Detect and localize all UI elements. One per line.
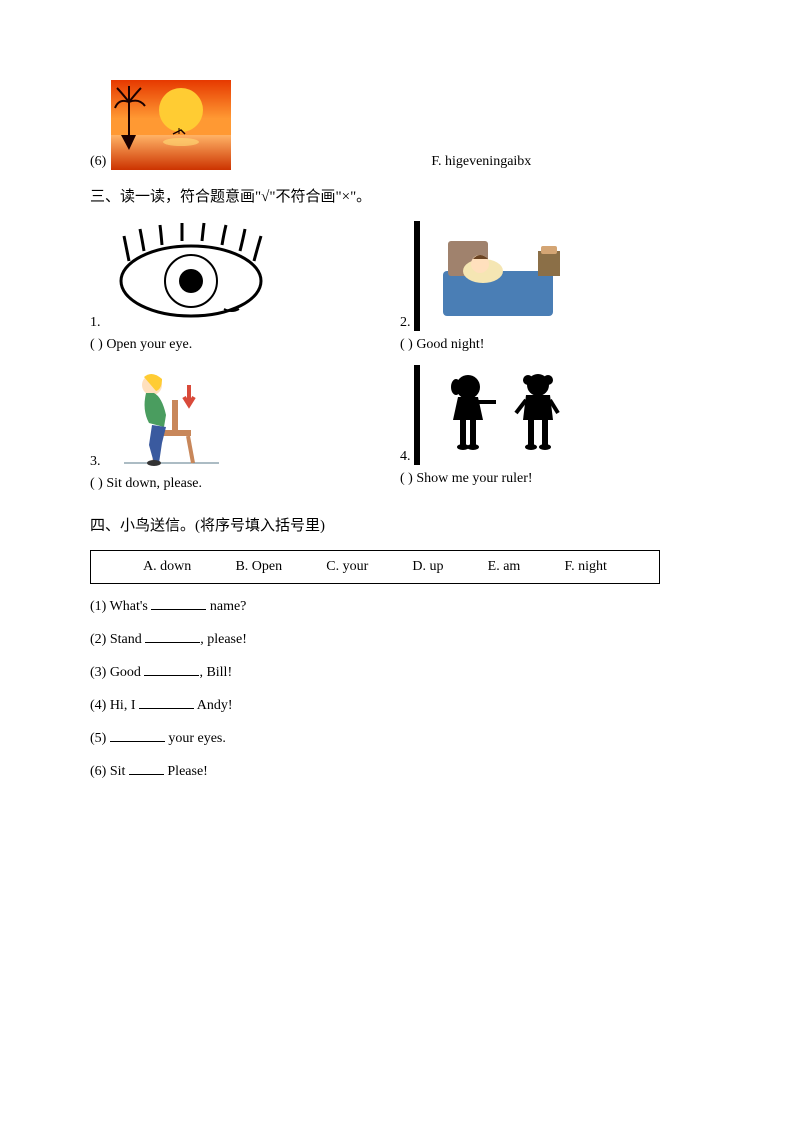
section-3-grid: 1. ( ) Open your eye. (90, 221, 703, 504)
divider-bar-2 (414, 221, 420, 331)
s3-num-4: 4. (400, 449, 411, 465)
q4-line-5: (5) your eyes. (90, 728, 703, 747)
q4-6-a: (6) Sit (90, 764, 129, 779)
sleep-image (428, 221, 568, 331)
q4-4-b: Andy! (194, 698, 233, 713)
q4-3-b: , Bill! (199, 665, 232, 680)
q6-number: (6) (90, 154, 106, 170)
divider-bar-4 (414, 365, 420, 465)
blank-4[interactable] (139, 695, 194, 709)
s3-num-2: 2. (400, 315, 411, 331)
q4-6-b: Please! (164, 764, 208, 779)
blank-3[interactable] (144, 662, 199, 676)
option-d: D. up (412, 559, 443, 575)
q6-answer-text: F. higeveningaibx (431, 154, 531, 170)
question-6-row: (6) F. higeveningaibx (90, 80, 703, 170)
options-box: A. down B. Open C. your D. up E. am F. n… (90, 550, 660, 584)
q4-2-b: , please! (200, 632, 247, 647)
q4-line-1: (1) What's name? (90, 596, 703, 615)
q4-2-a: (2) Stand (90, 632, 145, 647)
s3-text-1: ( ) Open your eye. (90, 337, 400, 353)
s3-item-1: 1. ( ) Open your eye. (90, 221, 400, 353)
q4-line-6: (6) Sit Please! (90, 761, 703, 780)
sunset-image (111, 80, 231, 170)
option-f: F. night (564, 559, 606, 575)
q4-4-a: (4) Hi, I (90, 698, 139, 713)
section-3-title: 三、读一读，符合题意画"√"不符合画"×"。 (90, 185, 703, 206)
s3-text-2: ( ) Good night! (400, 337, 710, 353)
blank-6[interactable] (129, 761, 164, 775)
q4-5-b: your eyes. (165, 731, 226, 746)
blank-1[interactable] (151, 596, 206, 610)
q4-line-3: (3) Good , Bill! (90, 662, 703, 681)
s3-num-1: 1. (90, 315, 101, 331)
s3-item-2: 2. ( ) Good night! (400, 221, 710, 353)
blank-5[interactable] (110, 728, 165, 742)
option-b: B. Open (235, 559, 282, 575)
option-e: E. am (488, 559, 521, 575)
section-4-questions: (1) What's name? (2) Stand , please! (3)… (90, 596, 703, 780)
sit-image (104, 365, 234, 470)
q4-line-4: (4) Hi, I Andy! (90, 695, 703, 714)
s3-text-4: ( ) Show me your ruler! (400, 471, 710, 487)
q4-1-b: name? (206, 599, 246, 614)
option-a: A. down (143, 559, 191, 575)
kids-image (428, 365, 578, 465)
option-c: C. your (326, 559, 368, 575)
q4-1-a: (1) What's (90, 599, 151, 614)
q4-5-a: (5) (90, 731, 110, 746)
blank-2[interactable] (145, 629, 200, 643)
q4-line-2: (2) Stand , please! (90, 629, 703, 648)
eye-image (104, 221, 279, 331)
s3-num-3: 3. (90, 454, 101, 470)
section-4-title: 四、小鸟送信。(将序号填入括号里) (90, 514, 703, 535)
s3-item-4: 4. (400, 365, 710, 492)
s3-text-3: ( ) Sit down, please. (90, 476, 400, 492)
q4-3-a: (3) Good (90, 665, 144, 680)
s3-item-3: 3. ( ) Sit down, please. (90, 365, 400, 492)
